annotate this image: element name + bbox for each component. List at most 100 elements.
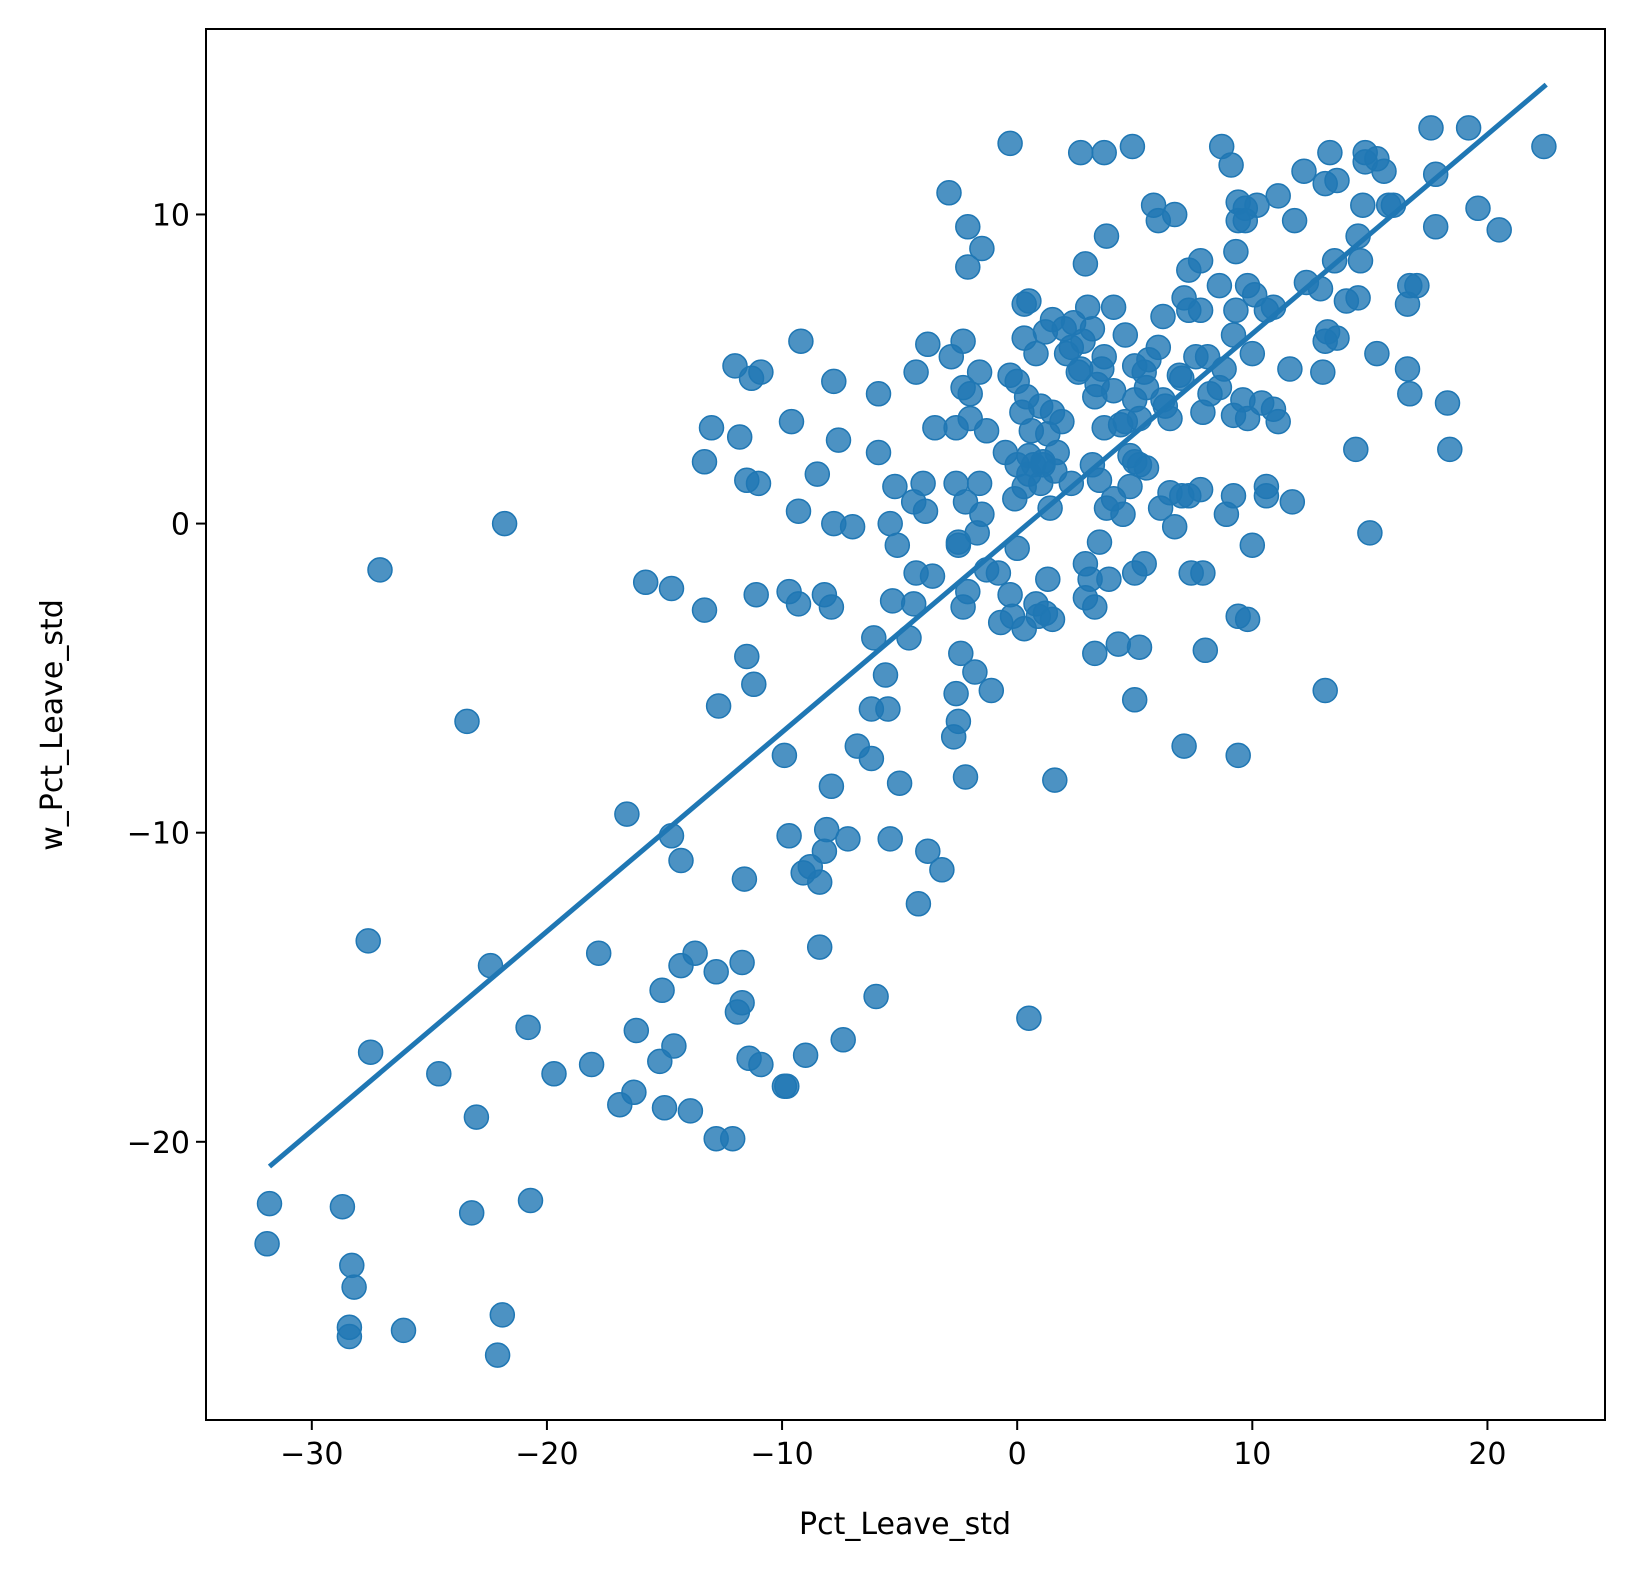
scatter-point [929,857,955,883]
scatter-point [691,449,718,475]
scatter-point [966,359,993,385]
scatter-point [806,869,833,895]
scatter-point [517,1187,544,1214]
scatter-point [719,1125,746,1152]
scatter-point [1531,133,1557,160]
scatter-point [336,1323,363,1350]
scatter-point [458,1200,485,1226]
x-tick-label: 20 [1468,1437,1506,1472]
scatter-point [830,1027,856,1053]
scatter-point [1486,217,1512,243]
scatter-point [806,934,833,960]
scatter-point [788,328,814,354]
scatter-point [705,693,732,719]
scatter-point [1016,288,1042,314]
scatter-point [1119,133,1146,160]
scatter-point [903,359,929,385]
y-tick-label: 0 [171,508,190,543]
scatter-point [1086,467,1113,494]
scatter-point [973,418,1000,444]
scatter-point [1166,362,1193,388]
scatter-point [1171,285,1197,311]
scatter-point [1324,167,1350,194]
scatter-point [997,581,1023,608]
scatter-point [952,764,979,790]
scatter-point [1239,532,1266,558]
scatter-point [948,640,974,667]
scatter-point [778,408,805,435]
scatter-point [1171,733,1197,759]
scatter-point [1418,115,1444,141]
scatter-point [454,708,480,735]
scatter-point [743,581,769,608]
scatter-point [910,470,936,497]
scatter-point [1082,594,1108,620]
scatter-point [1465,195,1491,222]
scatter-point [489,1302,516,1328]
scatter-point [1422,214,1449,240]
scatter-point [785,498,812,524]
scatter-point [882,473,908,500]
scatter-point [703,959,729,985]
scatter-point [1244,192,1270,218]
scatter-point [1023,591,1049,617]
scatter-point [745,470,772,497]
scatter-point [1455,115,1482,141]
scatter-point [1150,303,1176,330]
scatter-point [1347,248,1374,274]
scatter-point [1324,325,1350,351]
scatter-point [1190,560,1216,586]
scatter-point [1082,384,1108,410]
scatter-point [254,1231,280,1257]
scatter-point [912,498,939,524]
scatter-point [1317,139,1343,166]
scatter-point [821,368,847,395]
scatter-point [734,643,760,670]
scatter-point [1192,637,1219,664]
scatter-point [1234,606,1261,633]
regression-line-group [267,82,1548,1169]
scatter-point [1434,390,1461,416]
scatter-point [957,381,983,407]
scatter-point [339,1252,365,1279]
scatter-point [1187,248,1214,274]
scatter-point [1121,560,1148,586]
scatter-point [771,742,798,769]
scatter-point [955,578,981,605]
scatter-point [969,235,995,262]
scatter-point [900,591,927,617]
scatter-point [1223,238,1249,265]
scatter-point [886,770,913,796]
scatter-point [922,415,948,441]
scatter-point [872,662,899,688]
scatter-point [985,560,1012,586]
scatter-point [1107,411,1134,438]
scatter-point [677,1098,704,1124]
scatter-point [1133,455,1160,481]
scatter-point [1093,223,1120,249]
scatter-point [1206,272,1233,299]
scatter-point [1004,535,1030,562]
scatter-point [1253,483,1280,509]
scatter-point [726,424,753,450]
scatter-point [1016,1005,1042,1031]
scatter-point [863,983,889,1010]
scatter-point [698,415,725,441]
scatter-point [835,826,861,852]
scatter-point [1067,139,1094,166]
scatter-point [691,597,718,623]
scatter-point [1350,192,1376,218]
scatter-point [355,928,381,954]
scatter-point [426,1061,452,1087]
scatter-point [1345,285,1371,311]
scatter-point [1112,322,1139,348]
scatter-point [1437,436,1463,463]
scatter-point [632,569,659,596]
scatter-point [774,1073,800,1099]
scatter-point [1394,356,1421,382]
scatter-point [578,1051,605,1078]
scatter-point [731,866,758,892]
scatter-point [955,214,981,240]
scatter-point [943,680,969,707]
scatter-point [1091,343,1117,370]
